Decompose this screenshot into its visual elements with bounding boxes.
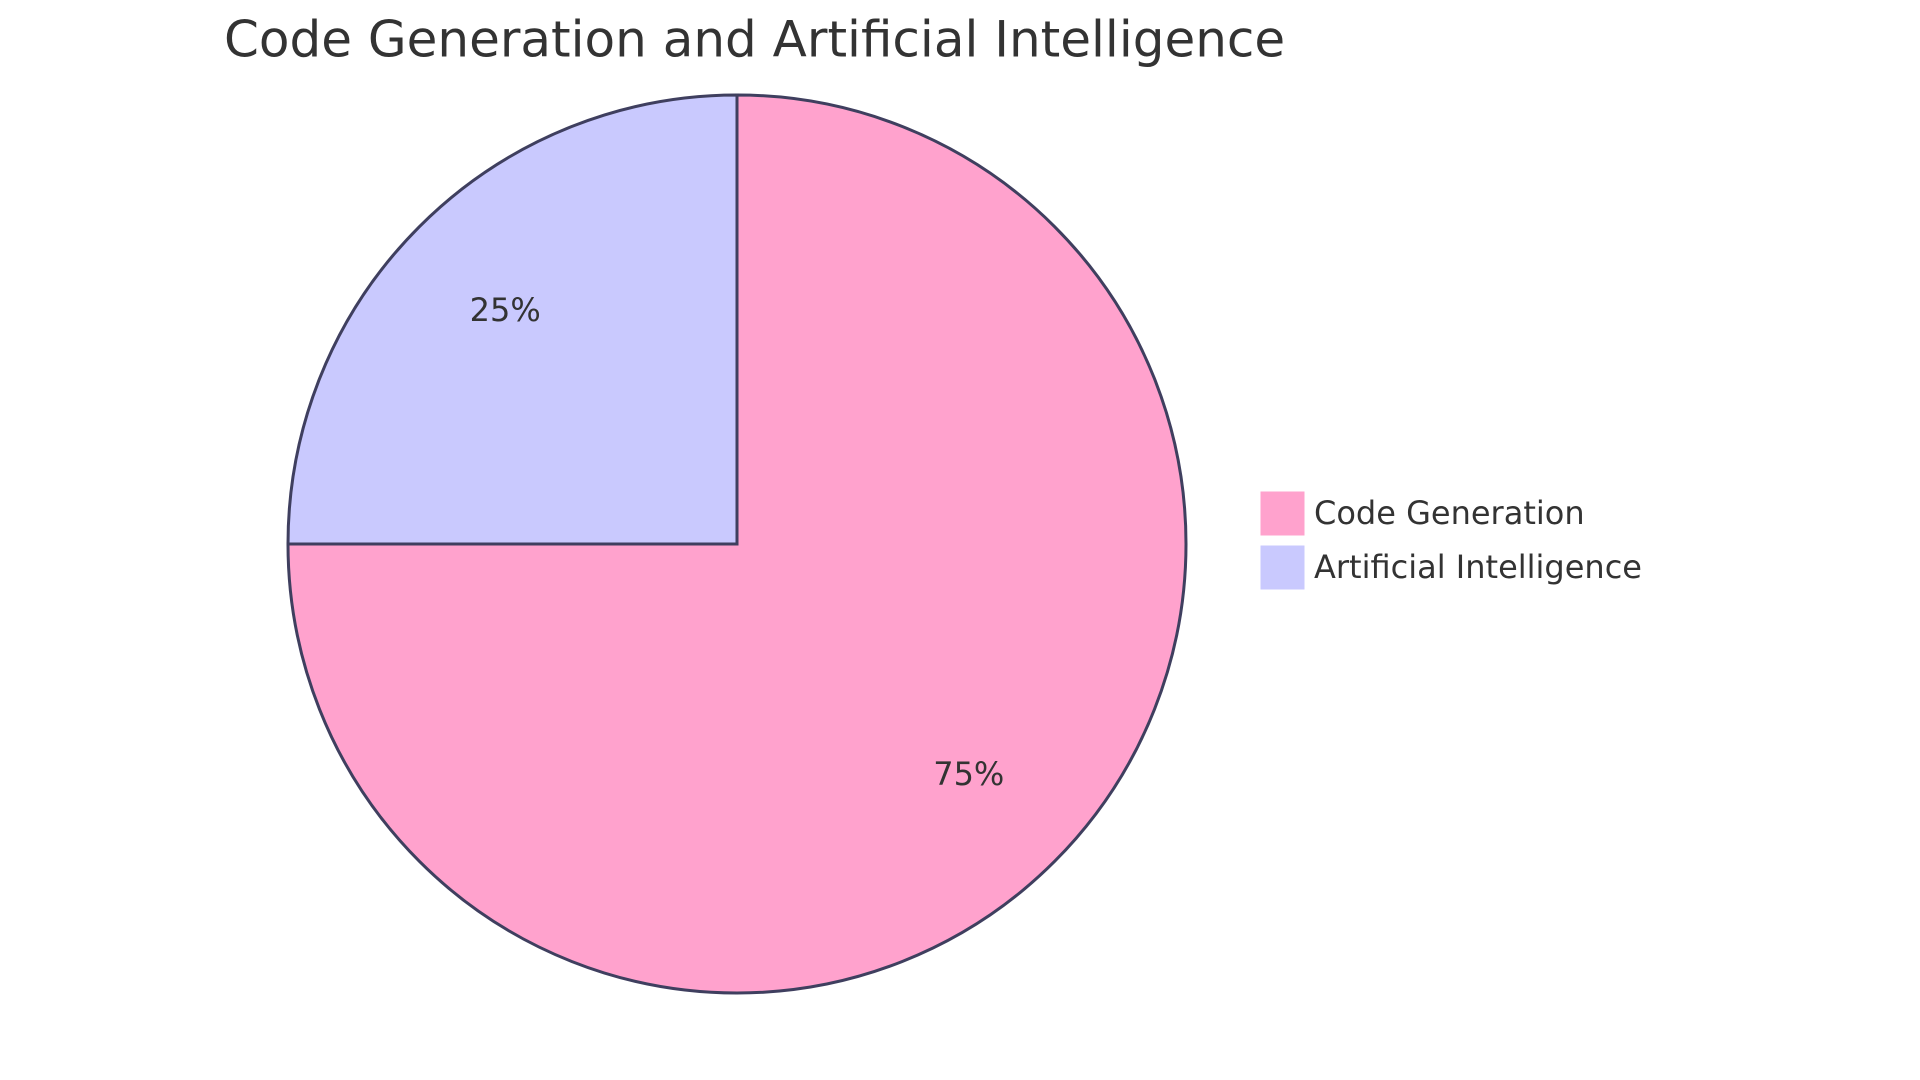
pie-slice <box>286 93 739 546</box>
slice-label: 75% <box>933 755 1004 793</box>
legend-label: Code Generation <box>1314 494 1585 532</box>
legend-swatch <box>1259 490 1306 537</box>
slice-label: 25% <box>470 291 541 329</box>
legend-swatch <box>1259 544 1306 591</box>
chart-title: Code Generation and Artificial Intellige… <box>224 11 1285 69</box>
legend-label: Artificial Intelligence <box>1314 548 1642 586</box>
